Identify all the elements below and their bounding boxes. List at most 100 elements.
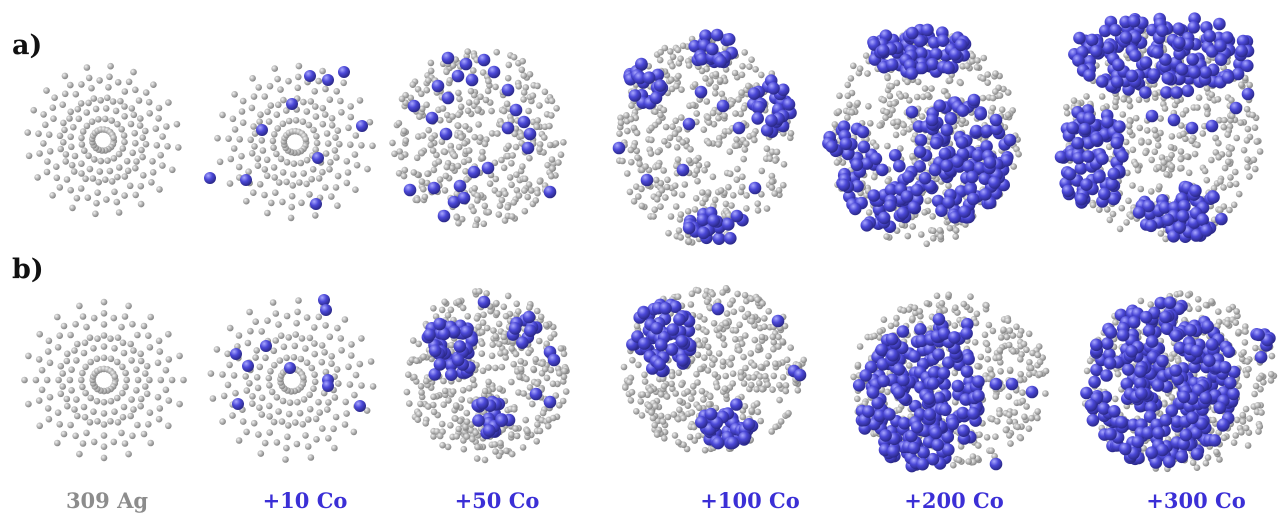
ag-atom (1017, 356, 1024, 363)
ag-atom (272, 310, 280, 317)
ag-atom (60, 139, 67, 146)
ag-atom (302, 135, 309, 143)
ag-atom (707, 393, 714, 401)
ag-atom (539, 409, 547, 417)
ag-atom (513, 187, 521, 194)
ag-atom (872, 143, 880, 150)
ag-atom (1020, 340, 1028, 348)
ag-atom (83, 64, 91, 71)
ag-atom (78, 170, 85, 177)
ag-atom (145, 98, 153, 106)
co-atom (633, 71, 647, 85)
ag-atom (94, 335, 101, 342)
ag-atom (561, 367, 568, 375)
ag-atom (1005, 341, 1013, 349)
co-atom (910, 183, 924, 197)
ag-atom (82, 389, 89, 397)
ag-atom (71, 347, 78, 354)
ag-atom (713, 383, 721, 391)
ag-atom (130, 111, 138, 119)
ag-atom (422, 377, 430, 385)
ag-atom (1174, 97, 1181, 105)
ag-atom (455, 143, 463, 151)
ag-atom (984, 346, 992, 354)
ag-atom (155, 115, 162, 122)
co-atom (747, 87, 761, 100)
co-atom (1178, 199, 1191, 213)
ag-atom (94, 189, 101, 196)
ag-atom (277, 86, 284, 93)
co-atom (1025, 385, 1039, 399)
ag-atom (732, 110, 739, 117)
ag-atom (121, 192, 128, 199)
ag-atom (695, 404, 703, 412)
ag-atom (523, 375, 530, 383)
ag-atom (933, 292, 941, 300)
ag-atom (897, 93, 905, 100)
ag-atom (114, 173, 121, 181)
ag-atom (883, 108, 891, 116)
ag-atom (765, 308, 772, 315)
ag-atom (1006, 327, 1014, 334)
co-atom (517, 115, 531, 129)
ag-atom (100, 332, 108, 339)
ag-atom (779, 374, 787, 381)
ag-atom (448, 164, 456, 172)
ag-atom (1217, 178, 1224, 185)
ag-atom (400, 172, 408, 180)
ag-atom (118, 323, 125, 331)
ag-atom (257, 450, 265, 457)
ag-atom (740, 353, 747, 361)
co-atom (714, 55, 727, 68)
ag-atom (143, 390, 151, 398)
ag-atom (456, 95, 463, 103)
ag-atom (83, 122, 91, 130)
ag-atom (700, 126, 708, 133)
co-atom (457, 191, 471, 205)
ag-atom (1034, 351, 1042, 359)
ag-atom (74, 412, 81, 420)
co-atom (902, 170, 915, 184)
ag-atom (670, 190, 678, 197)
ag-atom (342, 398, 349, 406)
co-atom (437, 209, 451, 223)
ag-atom (102, 105, 110, 112)
ag-atom (876, 122, 883, 129)
co-atom (1175, 63, 1189, 76)
ag-atom (96, 77, 103, 84)
co-atom (476, 396, 489, 410)
ag-atom (685, 237, 693, 245)
ag-atom (256, 181, 264, 188)
ag-atom (687, 146, 694, 153)
ag-atom (1137, 185, 1145, 193)
ag-atom (455, 219, 462, 227)
ag-atom (62, 151, 70, 158)
ag-atom (904, 232, 912, 240)
ag-atom (1083, 93, 1090, 100)
ag-atom (656, 56, 664, 64)
co-atom (242, 360, 254, 372)
ag-atom (1116, 225, 1124, 233)
ag-atom (1233, 416, 1241, 424)
ag-atom (346, 381, 354, 388)
co-atom (951, 379, 965, 393)
ag-atom (442, 172, 450, 180)
ag-atom (973, 310, 981, 318)
ag-atom (534, 421, 541, 428)
ag-atom (730, 308, 738, 316)
ag-atom (492, 175, 500, 183)
ag-atom (54, 439, 61, 447)
ag-atom (122, 369, 129, 377)
ag-atom (1128, 213, 1135, 220)
ag-atom (86, 165, 94, 173)
ag-atom (701, 166, 708, 174)
cluster-a-100-co (612, 28, 797, 246)
ag-atom (1184, 291, 1192, 299)
co-atom (425, 111, 439, 125)
ag-atom (68, 387, 75, 394)
ag-atom (1213, 448, 1220, 456)
co-atom (710, 28, 724, 42)
ag-atom (311, 88, 318, 95)
co-atom (892, 363, 906, 376)
ag-atom (67, 81, 74, 89)
